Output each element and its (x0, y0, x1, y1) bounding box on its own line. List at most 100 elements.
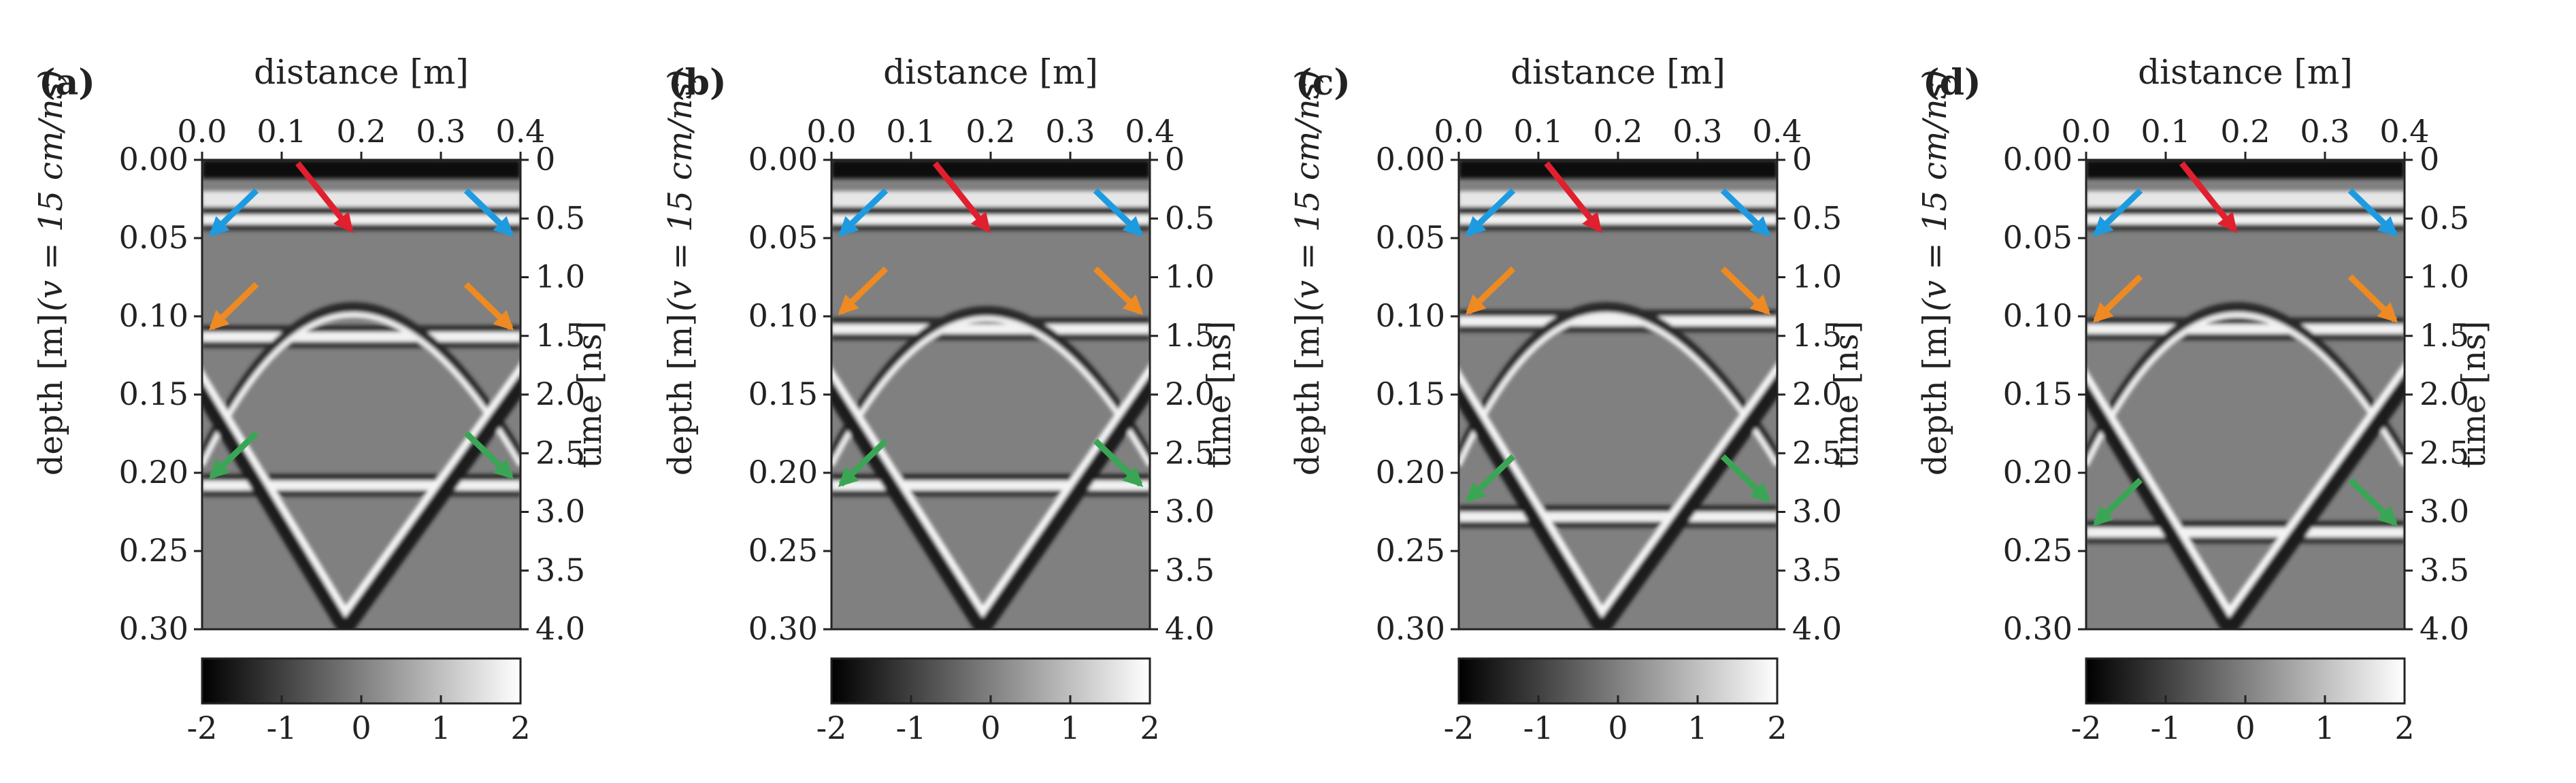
layer-reflection-dark (2086, 333, 2405, 341)
v-reflection-dark (2086, 372, 2405, 629)
x-axis-label: distance [m] (2138, 52, 2353, 92)
depth-tick-label: 0.25 (119, 532, 188, 569)
green-arrow (2347, 478, 2398, 527)
red-arrow (1544, 161, 1602, 233)
layer-reflection-bright (2086, 527, 2405, 537)
colorbar-tick-label: 1 (1060, 710, 1080, 746)
velocity-label: (v = 15 cm/ns) (661, 69, 699, 312)
time-tick-label: 3.0 (2420, 493, 2469, 530)
colorbar-tick-label: 1 (2315, 710, 2334, 746)
diffraction-hyperbola-bright (2086, 312, 2405, 467)
x-tick-label: 0.1 (886, 113, 936, 150)
layer-reflection-dark (202, 341, 521, 348)
depth-tick-label: 0.20 (748, 454, 818, 490)
time-tick-label: 0.5 (535, 199, 585, 236)
layer-reflection-bright (202, 332, 521, 341)
orange-arrow (838, 266, 889, 316)
time-tick-label: 0.5 (2420, 199, 2469, 236)
colorbar-tick-label: -2 (816, 710, 847, 746)
depth-tick-label: 0.05 (2003, 219, 2073, 256)
depth-tick-label: 0.30 (1376, 610, 1445, 647)
depth-tick-label: 0.25 (2003, 532, 2073, 569)
blue-arrow (1720, 188, 1771, 237)
red-arrow (295, 161, 354, 233)
layer-reflection-bright (1459, 512, 1777, 522)
depth-tick-label: 0.15 (2003, 376, 2073, 412)
red-arrow (932, 161, 991, 233)
orange-arrow (1093, 266, 1144, 316)
direct-wave-dark-band (1459, 160, 1777, 179)
depth-tick-label: 0.20 (2003, 454, 2073, 490)
velocity-label: (v = 15 cm/ns) (32, 69, 70, 312)
layer-reflection-dark (202, 490, 521, 497)
colorbar-tick-label: 0 (1608, 710, 1628, 746)
radargram-background (202, 160, 521, 629)
radargram-image (2086, 160, 2405, 629)
depth-tick-label: 0.15 (748, 376, 818, 412)
blue-arrow (208, 188, 259, 237)
time-tick-label: 2.0 (1792, 376, 1842, 412)
green-arrow (838, 438, 889, 488)
colorbar-tick-label: -1 (896, 710, 927, 746)
colorbar-tick-label: 0 (351, 710, 371, 746)
depth-tick-label: 0.00 (1376, 141, 1445, 178)
colorbar-tick-label: -1 (2151, 710, 2181, 746)
chart-panel-a: 0.0 0.1 0.2 0.3 0.4 distance [m] (a) 0.00 0.05 0.… (32, 52, 609, 746)
blue-arrow (2347, 188, 2398, 237)
blue-arrow (463, 188, 514, 237)
x-tick-label: 0.3 (2300, 113, 2349, 150)
layer-reflection-dark (1459, 326, 1777, 333)
time-tick-label: 4.0 (1792, 610, 1842, 647)
orange-arrow (208, 282, 259, 331)
x-axis-label: distance [m] (1510, 52, 1725, 92)
layer-reflection-bright (2086, 214, 2405, 224)
green-arrow (1465, 454, 1516, 503)
depth-axis-label: depth [m] (1916, 314, 1954, 476)
panel-label: (b) (668, 62, 727, 103)
colorbar-tick-label: -2 (187, 710, 218, 746)
radargram-background (831, 160, 1150, 629)
x-tick-label: 0.0 (806, 113, 856, 150)
blue-arrow (1465, 188, 1516, 237)
depth-tick-label: 0.05 (1376, 219, 1445, 256)
x-tick-label: 0.1 (257, 113, 306, 150)
layer-reflection-dark (831, 333, 1150, 341)
layer-reflection-dark (202, 207, 521, 215)
time-tick-label: 1.0 (1792, 259, 1842, 295)
x-tick-label: 0.0 (2061, 113, 2111, 150)
colorbar-tick-label: 2 (2394, 710, 2414, 746)
diffraction-hyperbola-dark (1459, 302, 1777, 460)
depth-tick-label: 0.10 (748, 297, 818, 334)
depth-tick-label: 0.00 (119, 141, 188, 178)
time-tick-label: 3.5 (1165, 552, 1215, 588)
layer-reflection-dark (831, 490, 1150, 497)
colorbar-tick-label: 2 (510, 710, 530, 746)
layer-reflection-dark (1459, 224, 1777, 231)
panel-label: (a) (39, 62, 95, 103)
colorbar-tick-label: -1 (1523, 710, 1554, 746)
direct-wave-bright-band (831, 191, 1150, 207)
v-reflection-bright (1459, 362, 1777, 618)
colorbar-tick-label: -2 (1444, 710, 1474, 746)
depth-tick-label: 0.15 (1376, 376, 1445, 412)
panel-label: (d) (1923, 62, 1981, 103)
time-axis-label: time [ns] (1200, 321, 1238, 469)
time-tick-label: 0.5 (1165, 199, 1215, 236)
layer-reflection-dark (202, 473, 521, 481)
colorbar-tick-label: 0 (2235, 710, 2255, 746)
layer-reflection-dark (202, 325, 521, 332)
blue-arrow (838, 188, 889, 237)
depth-tick-label: 0.00 (748, 141, 818, 178)
x-tick-label: 0.2 (1593, 113, 1642, 150)
direct-wave-dark-band (831, 160, 1150, 179)
time-tick-label: 2.5 (1792, 434, 1842, 471)
time-tick-label: 2.5 (2420, 434, 2469, 471)
time-tick-label: 3.0 (1165, 493, 1215, 530)
depth-tick-label: 0.10 (119, 297, 188, 334)
x-axis-label: distance [m] (254, 52, 469, 92)
time-tick-label: 0 (1165, 141, 1185, 178)
time-tick-label: 3.5 (535, 552, 585, 588)
depth-tick-label: 0.10 (2003, 297, 2073, 334)
time-tick-label: 1.5 (1792, 317, 1842, 354)
